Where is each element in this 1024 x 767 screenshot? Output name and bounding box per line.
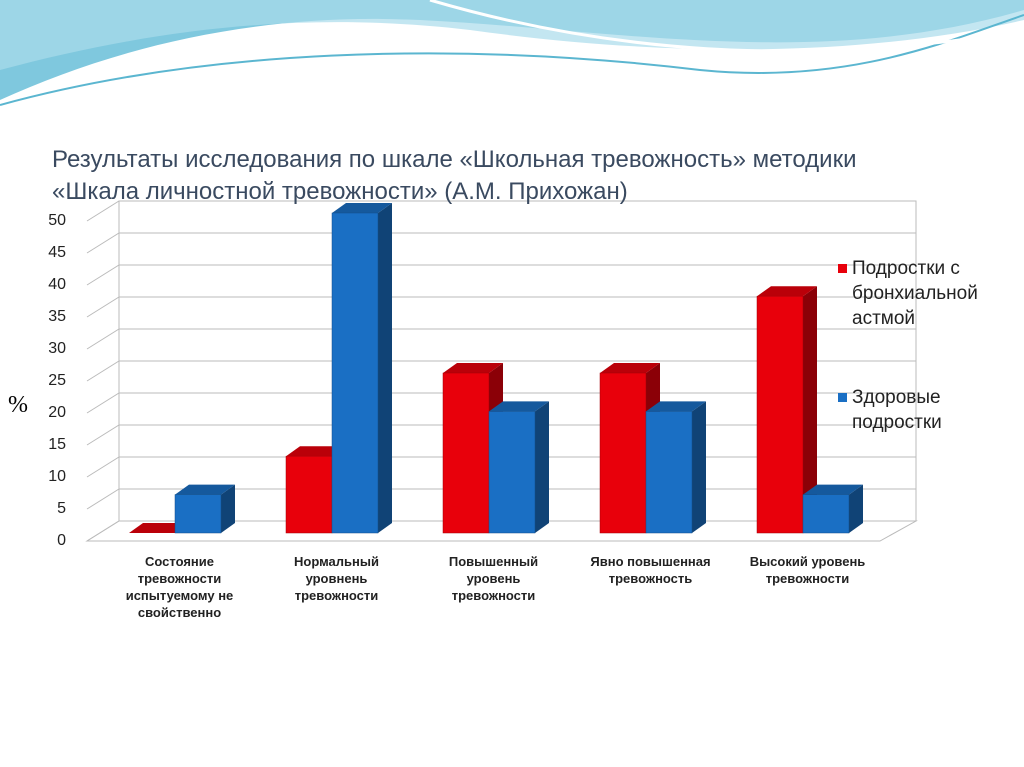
grid-line [86,360,916,382]
bar-front [174,494,222,534]
legend-label: Подростки с бронхиальной астмой [852,258,978,329]
bar-top [286,446,346,457]
bar-top [129,523,189,533]
y-tick-label: 0 [57,532,66,549]
legend-swatch [838,393,847,402]
bar-top [600,363,660,373]
bar-side [221,484,235,533]
y-tick-label: 45 [48,244,66,261]
legend-label: Здоровые подростки [852,387,942,433]
bar [802,484,863,534]
bar-top [443,363,503,373]
bar-top [489,401,549,412]
y-tick-label: 15 [48,436,66,453]
bar-side [803,286,817,533]
bar-top [803,484,863,495]
bar [174,484,235,534]
y-tick-label: 10 [48,468,66,485]
grid-line [86,232,916,254]
wave-line [0,14,1024,106]
bar-front [488,411,536,534]
y-tick-label: 40 [48,276,66,293]
bar-top [757,286,817,297]
bar-front [599,372,647,534]
bar-front [285,455,333,534]
bar-top [646,401,706,412]
bar-top [332,203,392,213]
bar-front [802,494,850,534]
y-tick-label: 20 [48,404,66,421]
y-tick-label: 5 [57,500,66,517]
bar [645,401,706,534]
y-axis-label: % [8,392,28,418]
x-tick-label: Повышенный уровень тревожности [448,554,539,603]
legend-swatch [838,264,847,273]
grid-line [86,328,916,350]
bar [331,203,392,534]
bar-front [645,411,693,534]
bar [129,523,189,533]
y-tick-label: 30 [48,340,66,357]
bar-side [535,401,549,533]
bar-side [378,203,392,533]
grid-line [86,264,916,286]
bar-front [331,212,379,534]
bar-top [175,484,235,495]
grid-line [86,200,916,222]
x-tick-label: Явно повышенная тревожность [590,554,711,586]
bar [756,286,817,534]
bar-front [442,372,490,534]
bar-side [692,401,706,533]
x-tick-label: Высокий уровень тревожности [749,554,866,586]
bar-side [849,484,863,533]
x-tick-label: Нормальный уровнень тревожности [294,554,379,603]
y-tick-label: 35 [48,308,66,325]
x-tick-label: Состояние тревожности испытуемому не сво… [125,554,234,620]
y-tick-label: 50 [48,212,66,229]
wave-line [429,0,1024,53]
grid-line [86,296,916,318]
wave [0,0,1024,70]
chart-title: Результаты исследования по шкале «Школьн… [52,146,857,205]
y-tick-label: 25 [48,372,66,389]
bar-front [756,295,804,534]
bar [488,401,549,534]
